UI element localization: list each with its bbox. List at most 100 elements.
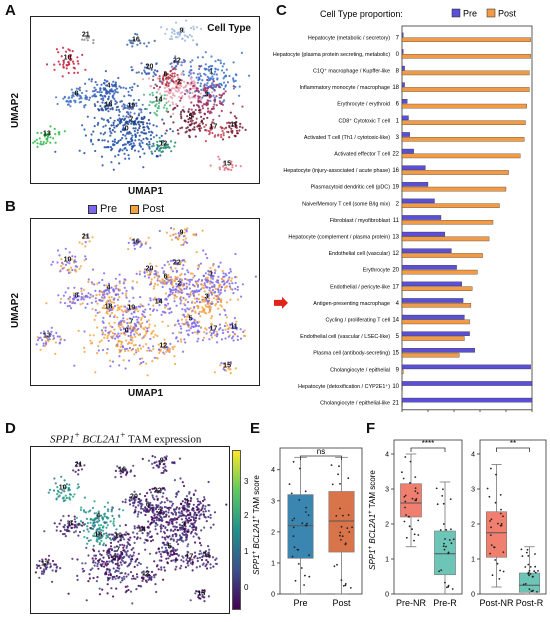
umap-point — [197, 305, 200, 308]
umap-point — [186, 534, 189, 537]
umap-point — [77, 87, 80, 91]
umap-point — [200, 529, 203, 532]
jitter-point — [411, 497, 414, 500]
umap-point — [75, 461, 79, 464]
umap-point — [226, 168, 229, 171]
umap-point — [208, 326, 211, 329]
umap-point — [148, 323, 151, 326]
umap-point — [180, 512, 183, 515]
umap-point — [141, 78, 145, 81]
umap-point — [183, 259, 186, 262]
umap-point — [137, 316, 140, 319]
umap-point — [96, 282, 99, 285]
umap-point — [184, 277, 187, 281]
umap-point — [80, 468, 83, 471]
umap-point — [141, 579, 144, 582]
cluster-label-6: 6 — [145, 501, 150, 509]
umap-point — [180, 278, 183, 281]
umap-point — [36, 142, 39, 145]
umap-point — [158, 149, 161, 152]
umap-point — [174, 558, 177, 561]
umap-point — [97, 138, 100, 141]
umap-point — [162, 524, 165, 528]
umap-point — [138, 144, 141, 147]
umap-point — [163, 338, 166, 341]
umap-point — [39, 566, 42, 570]
umap-point — [191, 300, 194, 303]
umap-point — [68, 262, 71, 265]
umap-point — [38, 559, 41, 563]
umap-point — [107, 339, 110, 342]
umap-point — [126, 141, 130, 144]
umap-point — [41, 560, 44, 563]
umap-point — [109, 325, 112, 328]
umap-point — [232, 292, 235, 295]
jitter-point — [341, 535, 344, 538]
umap-point — [73, 259, 76, 263]
umap-point — [168, 263, 171, 266]
umap-point — [241, 126, 244, 129]
umap-point — [178, 331, 181, 334]
umap-point — [192, 325, 195, 328]
jitter-point — [520, 548, 523, 551]
category-label: Cholangiocyte / epithelial-like — [320, 401, 390, 407]
umap-point — [153, 111, 156, 114]
bar-post — [401, 386, 403, 391]
umap-point — [235, 328, 238, 331]
umap-point — [155, 95, 158, 99]
umap-point — [82, 237, 85, 240]
umap-point — [74, 92, 77, 96]
umap-point — [77, 292, 80, 295]
umap-point — [183, 39, 187, 42]
umap-point — [152, 574, 156, 577]
jitter-point — [532, 589, 534, 592]
umap-point — [176, 261, 179, 265]
umap-point — [201, 56, 204, 59]
bar-pre — [401, 348, 475, 353]
jitter-point — [409, 482, 411, 484]
umap-point — [131, 574, 135, 578]
umap-point — [161, 495, 164, 498]
jitter-point — [443, 548, 446, 551]
umap-point — [92, 559, 95, 562]
umap-point — [202, 513, 205, 516]
jitter-point — [404, 500, 407, 503]
umap-point — [110, 510, 113, 513]
umap-point — [96, 90, 99, 94]
umap-point — [85, 89, 88, 93]
umap-point — [223, 289, 227, 292]
umap-point — [149, 134, 152, 137]
umap-point — [106, 592, 109, 595]
umap-point — [171, 72, 174, 75]
umap-point — [210, 317, 213, 320]
umap-point — [148, 72, 151, 75]
umap-point — [134, 349, 138, 352]
umap-point — [158, 75, 161, 78]
umap-point — [202, 103, 205, 106]
umap-point — [96, 538, 99, 541]
umap-point — [117, 577, 120, 580]
umap-point — [78, 101, 81, 104]
umap-point — [101, 164, 104, 167]
umap-point — [239, 337, 243, 340]
umap-point — [99, 132, 102, 135]
umap-point — [161, 320, 164, 323]
umap-point — [177, 76, 180, 79]
umap-point — [215, 330, 218, 333]
umap-point — [213, 271, 216, 275]
umap-point — [70, 258, 73, 261]
umap-point — [34, 571, 37, 574]
umap-point — [198, 109, 201, 112]
expression-umap-plot: 0 1 2 3 4 5 6 7 8 9 10 11 12 13 14 15 16 17 18 19 20 21 22 — [30, 446, 230, 614]
umap-point — [122, 328, 126, 331]
umap-point — [133, 541, 136, 544]
category-index: 21 — [392, 401, 399, 407]
umap-point — [129, 334, 132, 337]
umap-point — [61, 267, 64, 270]
umap-point — [113, 119, 116, 122]
umap-point — [126, 322, 129, 325]
jitter-point — [347, 477, 350, 480]
umap-point — [102, 560, 105, 563]
umap-point — [137, 123, 141, 126]
